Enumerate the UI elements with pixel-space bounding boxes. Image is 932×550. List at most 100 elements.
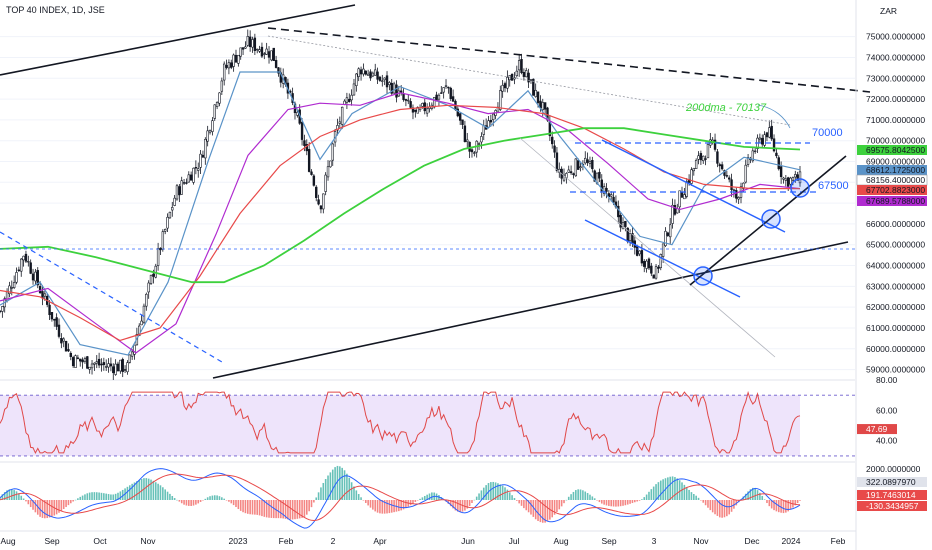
- candle-body[interactable]: [798, 171, 802, 184]
- candle-body[interactable]: [12, 282, 16, 288]
- price-axis[interactable]: ZAR 75000.0000000 74000.0000000 73000.0000…: [855, 0, 928, 550]
- candle-body[interactable]: [274, 60, 278, 68]
- candle-body[interactable]: [22, 255, 25, 261]
- candle-body[interactable]: [315, 186, 318, 198]
- candle-body[interactable]: [562, 174, 566, 181]
- candle-body[interactable]: [619, 214, 622, 228]
- candle-body[interactable]: [145, 293, 148, 307]
- candle-body[interactable]: [735, 190, 738, 199]
- candle-body[interactable]: [50, 312, 54, 320]
- candle-body[interactable]: [206, 130, 209, 142]
- candle-body[interactable]: [149, 274, 153, 284]
- candle-body[interactable]: [352, 83, 356, 96]
- candle-body[interactable]: [364, 70, 367, 75]
- candle-body[interactable]: [378, 76, 382, 81]
- candle-body[interactable]: [36, 270, 39, 286]
- candle-body[interactable]: [395, 84, 398, 98]
- candle-body[interactable]: [720, 164, 724, 170]
- candle-body[interactable]: [246, 36, 249, 46]
- candle-body[interactable]: [345, 97, 349, 103]
- candle-body[interactable]: [322, 193, 325, 210]
- candle-body[interactable]: [768, 127, 771, 138]
- candle-body[interactable]: [81, 359, 84, 363]
- candle-body[interactable]: [29, 262, 32, 274]
- candle-body[interactable]: [102, 362, 106, 366]
- candle-body[interactable]: [414, 109, 417, 112]
- candle-body[interactable]: [272, 47, 275, 61]
- candle-body[interactable]: [718, 164, 721, 167]
- candle-body[interactable]: [355, 73, 358, 86]
- candle-body[interactable]: [10, 287, 13, 289]
- candle-body[interactable]: [116, 363, 120, 372]
- candle-body[interactable]: [64, 341, 68, 352]
- candle-body[interactable]: [187, 174, 190, 183]
- candle-body[interactable]: [147, 282, 150, 293]
- candle-body[interactable]: [362, 68, 365, 75]
- candle-body[interactable]: [142, 305, 146, 323]
- upper-channel-line[interactable]: [0, 4, 356, 76]
- candle-body[interactable]: [409, 101, 412, 108]
- candle-body[interactable]: [657, 266, 660, 269]
- candle-body[interactable]: [357, 68, 360, 77]
- candle-body[interactable]: [659, 254, 662, 268]
- candle-body[interactable]: [784, 178, 788, 181]
- candle-body[interactable]: [329, 160, 332, 168]
- candle-body[interactable]: [171, 207, 174, 211]
- candle-body[interactable]: [211, 120, 214, 132]
- candle-body[interactable]: [591, 160, 594, 170]
- candle-body[interactable]: [697, 155, 700, 160]
- candle-body[interactable]: [267, 51, 271, 58]
- candle-body[interactable]: [692, 168, 696, 172]
- candle-body[interactable]: [296, 112, 299, 116]
- candlestick-series[interactable]: [0, 29, 802, 380]
- candle-body[interactable]: [673, 205, 677, 215]
- candle-body[interactable]: [650, 265, 653, 274]
- candle-body[interactable]: [407, 99, 410, 102]
- candle-body[interactable]: [126, 362, 129, 373]
- candle-body[interactable]: [258, 49, 261, 52]
- ma_200-line[interactable]: [0, 127, 801, 284]
- signal-line[interactable]: [0, 473, 801, 522]
- candle-body[interactable]: [152, 273, 155, 277]
- candle-body[interactable]: [385, 75, 389, 88]
- candle-body[interactable]: [567, 169, 570, 173]
- candle-body[interactable]: [104, 366, 108, 368]
- candle-body[interactable]: [17, 269, 21, 271]
- candle-body[interactable]: [248, 36, 252, 48]
- candle-body[interactable]: [156, 248, 160, 266]
- candle-body[interactable]: [477, 143, 481, 145]
- candle-body[interactable]: [57, 324, 61, 337]
- candle-body[interactable]: [390, 82, 393, 94]
- candle-body[interactable]: [499, 90, 502, 110]
- low-marker-circle[interactable]: [693, 266, 713, 286]
- candle-body[interactable]: [222, 63, 226, 81]
- candle-body[interactable]: [348, 98, 351, 102]
- candle-body[interactable]: [742, 182, 745, 189]
- candle-body[interactable]: [515, 70, 519, 76]
- candle-body[interactable]: [27, 260, 30, 263]
- candle-body[interactable]: [204, 139, 207, 159]
- candle-body[interactable]: [425, 108, 429, 114]
- candle-body[interactable]: [201, 154, 205, 158]
- candle-body[interactable]: [482, 125, 485, 135]
- candle-body[interactable]: [130, 351, 134, 357]
- ma_mid-line[interactable]: [0, 92, 801, 354]
- rising-support-line[interactable]: [689, 155, 847, 286]
- candle-body[interactable]: [8, 285, 11, 294]
- candle-body[interactable]: [310, 171, 313, 175]
- candle-body[interactable]: [761, 137, 764, 145]
- candle-body[interactable]: [381, 80, 384, 82]
- candle-body[interactable]: [366, 73, 370, 76]
- candle-body[interactable]: [435, 94, 438, 101]
- candle-body[interactable]: [128, 354, 131, 363]
- candle-body[interactable]: [256, 48, 259, 51]
- candle-body[interactable]: [260, 46, 264, 57]
- candle-body[interactable]: [758, 137, 762, 140]
- candle-body[interactable]: [307, 149, 311, 172]
- falling-channel-top[interactable]: [601, 139, 786, 233]
- candle-body[interactable]: [640, 250, 644, 264]
- candle-body[interactable]: [487, 120, 490, 128]
- candle-body[interactable]: [244, 46, 247, 49]
- candle-body[interactable]: [312, 175, 316, 186]
- candle-body[interactable]: [551, 136, 554, 145]
